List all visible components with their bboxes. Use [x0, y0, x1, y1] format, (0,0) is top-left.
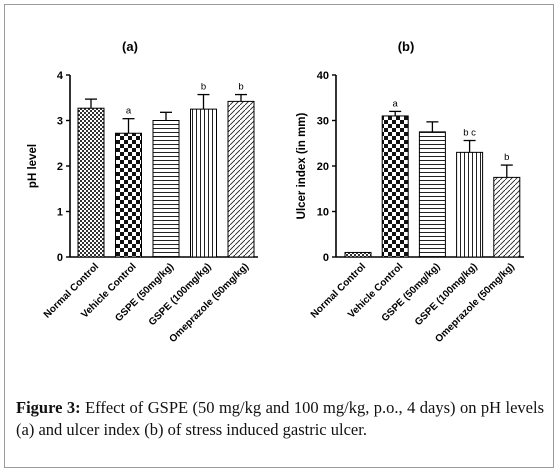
category-label: GSPE (100mg/kg)	[413, 261, 480, 328]
category-label: Omeprazole (50mg/kg)	[167, 261, 251, 345]
significance-label: b	[504, 152, 509, 163]
bar	[115, 132, 142, 258]
y-tick-label: 0	[323, 252, 329, 264]
y-tick-label: 10	[317, 207, 329, 219]
y-tick-label: 20	[317, 161, 329, 173]
y-tick-label: 2	[57, 161, 63, 173]
significance-label: b	[238, 82, 243, 93]
bar	[344, 251, 372, 258]
caption-text: Effect of GSPE (50 mg/kg and 100 mg/kg, …	[16, 398, 545, 439]
bar	[418, 131, 446, 258]
significance-label: a	[393, 98, 399, 109]
significance-label: b	[201, 82, 206, 93]
bar	[152, 120, 180, 258]
significance-label: b c	[463, 128, 476, 139]
figure-caption: Figure 3: Effect of GSPE (50 mg/kg and 1…	[16, 397, 544, 441]
bar	[77, 107, 105, 258]
y-tick-label: 4	[57, 70, 64, 82]
chart-title: (b)	[398, 39, 415, 54]
y-tick-label: 30	[317, 116, 329, 128]
chart-title: (a)	[122, 39, 138, 54]
y-axis-label: Ulcer index (in mm)	[296, 112, 308, 219]
bar	[381, 115, 409, 258]
bar	[456, 151, 484, 258]
caption-label: Figure 3:	[16, 398, 81, 417]
bar	[190, 108, 217, 258]
category-label: Omeprazole (50mg/kg)	[433, 261, 517, 345]
bar	[493, 176, 521, 258]
y-tick-label: 40	[317, 70, 329, 82]
y-axis-label: pH level	[27, 144, 39, 188]
category-label: GSPE (100mg/kg)	[147, 261, 214, 328]
bar	[227, 100, 255, 258]
significance-label: a	[126, 106, 132, 117]
y-tick-label: 0	[57, 252, 63, 264]
y-tick-label: 3	[57, 116, 63, 128]
y-tick-label: 1	[57, 207, 63, 219]
